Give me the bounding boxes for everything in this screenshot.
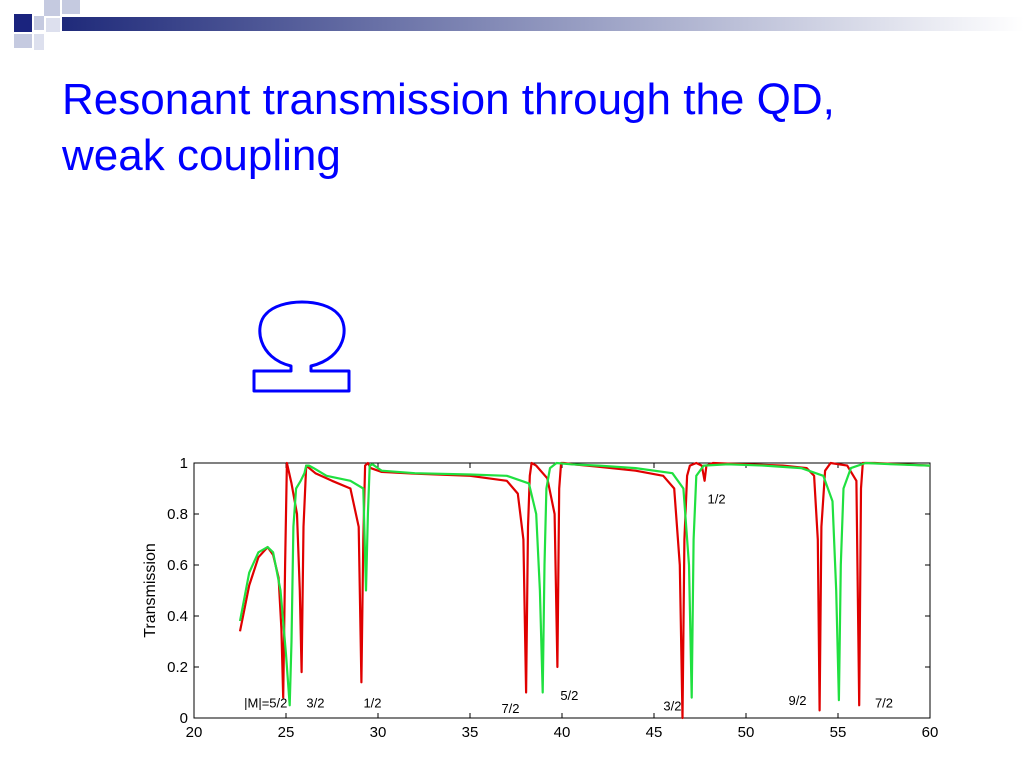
omega-shaped-dot-icon [252, 300, 351, 393]
checker-square [34, 16, 44, 30]
gradient-bar [62, 17, 1024, 31]
resonance-label: 3/2 [663, 698, 681, 713]
y-tick-label: 1 [180, 455, 188, 472]
y-axis-label: Transmission [142, 543, 159, 638]
checker-square [46, 18, 60, 32]
resonance-label: 1/2 [363, 696, 381, 711]
resonance-label: 5/2 [560, 688, 578, 703]
title-line-2: weak coupling [62, 131, 341, 180]
y-tick-label: 0.2 [167, 659, 188, 676]
checker-decoration [14, 0, 1024, 50]
resonance-label: |M|=5/2 [244, 696, 287, 711]
x-tick-label: 55 [830, 724, 847, 741]
y-tick-label: 0.8 [167, 506, 188, 523]
series-line-2 [238, 461, 930, 707]
checker-square [62, 0, 80, 14]
x-tick-label: 25 [278, 724, 295, 741]
x-tick-label: 45 [646, 724, 663, 741]
checker-square [44, 0, 60, 16]
title-line-1: Resonant transmission through the QD, [62, 75, 835, 124]
resonance-label: 3/2 [306, 696, 324, 711]
resonance-label: 9/2 [788, 693, 806, 708]
corner-decoration [0, 0, 1024, 60]
x-tick-label: 20 [186, 724, 203, 741]
omega-outline [252, 300, 351, 393]
y-tick-label: 0 [180, 710, 188, 727]
x-tick-label: 35 [462, 724, 479, 741]
y-tick-label: 0.6 [167, 557, 188, 574]
resonance-label: 7/2 [501, 701, 519, 716]
resonance-label: 7/2 [875, 696, 893, 711]
x-tick-label: 40 [554, 724, 571, 741]
plot-area: 20 25 30 35 40 45 50 55 60 0 0.2 0.4 0.6 0.8 1 Transmis… [142, 455, 938, 741]
checker-square [14, 14, 32, 32]
x-tick-label: 60 [922, 724, 939, 741]
y-tick-label: 0.4 [167, 608, 188, 625]
x-tick-label: 50 [738, 724, 755, 741]
checker-square [34, 34, 44, 50]
slide-title: Resonant transmission through the QD, we… [62, 72, 1002, 184]
transmission-chart: 20 25 30 35 40 45 50 55 60 0 0.2 0.4 0.6 0.8 1 Transmis… [142, 455, 938, 741]
series-line-1 [238, 461, 930, 720]
x-tick-label: 30 [370, 724, 387, 741]
resonance-label: 1/2 [708, 492, 726, 507]
checker-square [14, 34, 32, 48]
